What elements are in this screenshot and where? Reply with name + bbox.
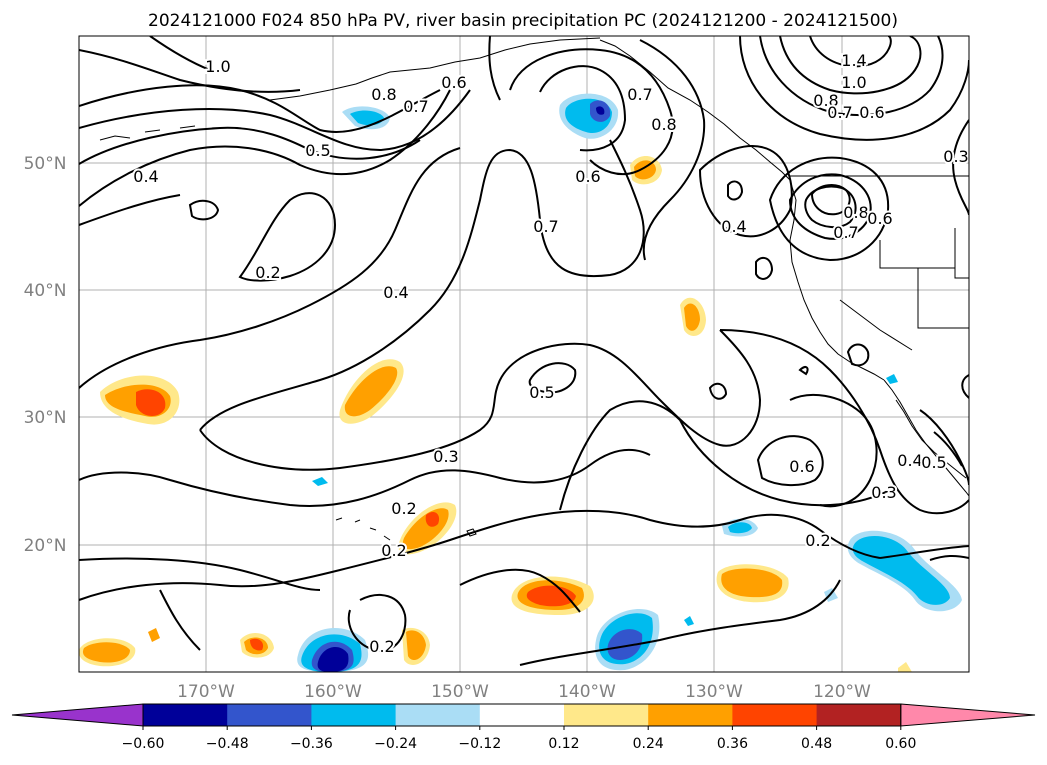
- lat-label: 40°N: [24, 281, 67, 301]
- contour-label: 1.4: [841, 51, 866, 70]
- contour-label: 0.2: [369, 637, 394, 656]
- contour-label: 0.8: [843, 203, 868, 222]
- contour-label: 0.6: [441, 73, 466, 92]
- latitude-labels: 50°N 40°N 30°N 20°N: [24, 154, 67, 556]
- contour-label: 0.4: [721, 217, 746, 236]
- contour-label: 1.0: [205, 57, 230, 76]
- colorbar-segment: [732, 704, 818, 726]
- gridlines: [79, 36, 969, 672]
- pv-contours: [79, 36, 969, 666]
- contour-label: 0.6: [859, 103, 884, 122]
- colorbar-tick-label: −0.60: [122, 736, 165, 752]
- map-panel: 1.0 0.8 0.7 0.6 0.5 0.4 0.2 0.7 0.8 0.6 …: [79, 36, 969, 672]
- colorbar-tick-label: −0.36: [290, 736, 333, 752]
- lat-label: 30°N: [24, 408, 67, 428]
- lon-label: 170°W: [177, 682, 235, 702]
- colorbar-tick-label: 0.60: [885, 736, 916, 752]
- colorbar-extend-min: [11, 703, 144, 727]
- colorbar-tick-label: 0.48: [801, 736, 832, 752]
- contour-label: 0.4: [133, 167, 158, 186]
- colorbar-segment: [311, 704, 397, 726]
- colorbar-extend-max: [900, 703, 1036, 727]
- contour-label: 0.4: [897, 451, 922, 470]
- contour-label: 0.5: [305, 141, 330, 160]
- colorbar-tick-label: −0.48: [206, 736, 249, 752]
- contour-label: 0.3: [433, 447, 458, 466]
- contour-label: 0.7: [533, 217, 558, 236]
- colorbar-segment: [395, 704, 481, 726]
- contour-label: 0.5: [529, 383, 554, 402]
- colorbar-tick-label: 0.24: [633, 736, 664, 752]
- contour-label: 0.2: [805, 531, 830, 550]
- colorbar-segment: [648, 704, 733, 726]
- contour-label: 0.4: [383, 283, 408, 302]
- colorbar-tick-label: 0.12: [548, 736, 579, 752]
- contour-label: 0.2: [255, 263, 280, 282]
- contour-label: 0.8: [651, 115, 676, 134]
- colorbar-segment: [816, 704, 902, 726]
- lon-label: 140°W: [558, 682, 616, 702]
- colorbar-segment: [143, 704, 228, 726]
- lat-label: 20°N: [24, 536, 67, 556]
- contour-labels: 1.0 0.8 0.7 0.6 0.5 0.4 0.2 0.7 0.8 0.6 …: [131, 49, 969, 658]
- contour-label: 0.2: [381, 541, 406, 560]
- contour-label: 0.6: [789, 457, 814, 476]
- colorbar-segment: [227, 704, 312, 726]
- colorbar-tick-label: −0.24: [374, 736, 417, 752]
- map-title: 2024121000 F024 850 hPa PV, river basin …: [148, 11, 898, 31]
- lon-label: 130°W: [685, 682, 743, 702]
- contour-label: 0.6: [575, 167, 600, 186]
- contour-label: 0.7: [827, 103, 852, 122]
- lon-label: 120°W: [813, 682, 871, 702]
- colorbar-segment: [564, 704, 649, 726]
- contour-label: 0.3: [871, 483, 896, 502]
- contour-label: 0.7: [627, 85, 652, 104]
- map-frame: [78, 35, 970, 673]
- contour-label: 0.8: [813, 91, 838, 110]
- contour-label: 0.7: [833, 223, 858, 242]
- colorbar-frame: [142, 703, 902, 727]
- contour-label: 0.6: [867, 209, 892, 228]
- contour-label: 0.7: [403, 97, 428, 116]
- precip-shading: [79, 93, 962, 672]
- contour-label: 0.3: [943, 147, 968, 166]
- colorbar-tick-label: 0.36: [717, 736, 748, 752]
- contour-label: 0.8: [371, 85, 396, 104]
- lon-label: 160°W: [304, 682, 362, 702]
- coastlines: [99, 37, 969, 541]
- contour-label: 1.0: [841, 73, 866, 92]
- longitude-labels: 170°W 160°W 150°W 140°W 130°W 120°W: [177, 682, 871, 702]
- colorbar-tick-label: −0.12: [458, 736, 501, 752]
- contour-label: 0.2: [391, 499, 416, 518]
- contour-label: 0.5: [921, 453, 946, 472]
- colorbar-segment: [479, 704, 565, 726]
- lon-label: 150°W: [431, 682, 489, 702]
- lat-label: 50°N: [24, 154, 67, 174]
- colorbar: −0.60 −0.48 −0.36 −0.24 −0.12 0.12 0.24 0.36 0.4…: [11, 703, 1036, 752]
